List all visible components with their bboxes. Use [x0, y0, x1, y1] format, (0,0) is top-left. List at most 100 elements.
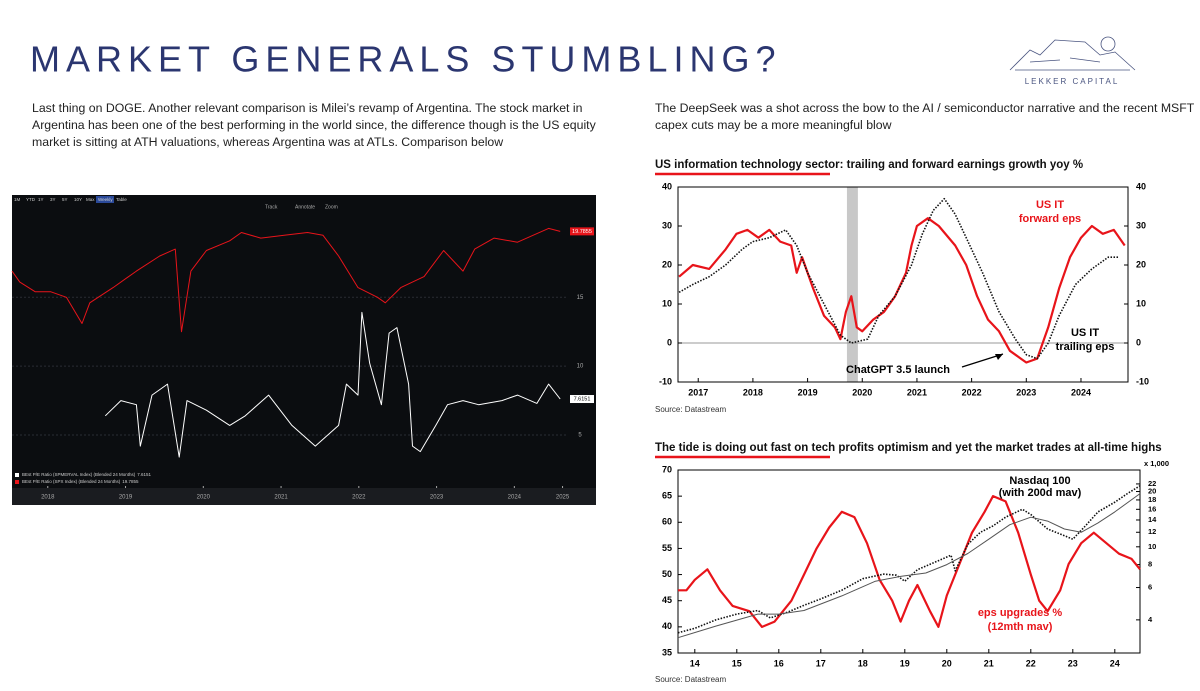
annotation: (with 200d mav) — [999, 487, 1082, 499]
toolbar-button: YTD — [26, 197, 36, 202]
series-line — [678, 217, 1126, 364]
toolbar-button: Weekly — [98, 197, 113, 202]
y-tick-label: 60 — [662, 517, 672, 527]
toolbar-button: Max — [86, 197, 95, 202]
plot-frame — [677, 186, 1129, 383]
y2-tick-label: 16 — [1148, 504, 1156, 513]
x-tick-label: 18 — [858, 658, 868, 668]
x-tick-label: 2025 — [556, 495, 570, 501]
logo-lines — [1015, 57, 1130, 71]
x-tick-label: 2024 — [1071, 387, 1091, 397]
chart-title: The tide is doing out fast on tech profi… — [655, 442, 1162, 454]
x-tick-label: 21 — [984, 658, 994, 668]
legend-swatch — [15, 480, 19, 484]
y-tick-label: 30 — [662, 220, 672, 230]
y-tick-label: 50 — [662, 569, 672, 579]
x-tick-label: 22 — [1026, 658, 1036, 668]
x-tick-label: 2022 — [962, 387, 982, 397]
legend-value: 7.6151 — [137, 472, 151, 477]
x-tick-label: 2024 — [508, 495, 522, 501]
plot-frame — [677, 469, 1141, 654]
legend-label: BEst P/E Ratio (SPX Index) (Blended 24 M… — [22, 479, 121, 484]
logo — [1009, 36, 1136, 71]
x-tick-label: 2023 — [430, 495, 444, 501]
y2-tick-label: 40 — [1136, 181, 1146, 191]
y-tick-label: 65 — [662, 491, 672, 501]
y-tick-label: 55 — [662, 543, 672, 553]
last-value-label: 19.7855 — [572, 229, 592, 235]
y2-tick-label: 30 — [1136, 220, 1146, 230]
toolbar-button: 3Y — [50, 197, 56, 202]
x-tick-label: 2021 — [274, 495, 288, 501]
y-tick-label: 40 — [662, 181, 672, 191]
annotation: ChatGPT 3.5 launch — [846, 364, 950, 376]
source: Source: Datastream — [655, 675, 726, 684]
x-tick-label: 17 — [816, 658, 826, 668]
x-tick-label: 2019 — [798, 387, 818, 397]
y-tick-label: 20 — [662, 259, 672, 269]
legend-swatch — [15, 473, 19, 477]
toolbar-tool: Track — [265, 204, 278, 210]
annotation: US IT — [1036, 199, 1064, 211]
terminal-x-band — [12, 488, 596, 505]
y2-tick-label: -10 — [1136, 376, 1149, 386]
annotation: trailing eps — [1056, 341, 1115, 353]
y2-unit: x 1,000 — [1144, 459, 1169, 468]
shaded-band — [846, 187, 858, 382]
y-tick-label: 40 — [662, 621, 672, 631]
y2-tick-label: 10 — [1148, 542, 1156, 551]
last-value-label: 7.6151 — [574, 396, 591, 402]
toolbar-button: 10Y — [74, 197, 82, 202]
arrow-head — [995, 354, 1003, 360]
toolbar-tool: Annotate — [295, 204, 315, 210]
last-value-box — [570, 395, 594, 404]
annotation: US IT — [1071, 327, 1099, 339]
y2-tick-label: 20 — [1136, 259, 1146, 269]
toolbar-active — [96, 196, 114, 203]
x-tick-label: 2020 — [197, 495, 211, 501]
series-line — [677, 485, 1141, 634]
y2-tick-label: 4 — [1148, 615, 1153, 624]
y2-tick-label: 12 — [1148, 527, 1156, 536]
toolbar-button: Table — [116, 197, 127, 202]
annotation: forward eps — [1019, 213, 1081, 225]
y2-tick-label: 22 — [1148, 479, 1156, 488]
y-tick-label: 5 — [578, 433, 582, 439]
annotation: eps upgrades % — [978, 607, 1063, 619]
x-tick-label: 2018 — [41, 495, 55, 501]
logo-mountain — [1009, 39, 1136, 71]
y2-tick-label: 10 — [1136, 298, 1146, 308]
slide-title: MARKET GENERALS STUMBLING? — [30, 39, 781, 80]
series-line — [677, 493, 1141, 639]
y2-tick-label: 14 — [1148, 515, 1157, 524]
x-tick-label: 24 — [1110, 658, 1120, 668]
y-tick-label: 70 — [662, 464, 672, 474]
source: Source: Datastream — [655, 405, 726, 414]
toolbar-button: 1M — [14, 197, 21, 202]
x-tick-label: 2019 — [119, 495, 133, 501]
y-tick-label: 15 — [577, 295, 584, 301]
x-tick-label: 23 — [1068, 658, 1078, 668]
y-tick-label: 35 — [662, 647, 672, 657]
x-tick-label: 2020 — [852, 387, 872, 397]
toolbar-button: 5Y — [62, 197, 68, 202]
y2-tick-label: 6 — [1148, 583, 1152, 592]
y-tick-label: -10 — [659, 376, 672, 386]
y2-tick-label: 20 — [1148, 487, 1156, 496]
x-tick-label: 2022 — [352, 495, 366, 501]
toolbar-tool: Zoom — [325, 204, 338, 210]
y-tick-label: 0 — [667, 337, 672, 347]
terminal-chart-bg — [12, 195, 596, 505]
legend-value: 19.7855 — [122, 479, 139, 484]
annotation: (12mth mav) — [988, 621, 1053, 633]
toolbar-button: 1Y — [38, 197, 44, 202]
x-tick-label: 20 — [942, 658, 952, 668]
x-tick-label: 19 — [900, 658, 910, 668]
x-tick-label: 2018 — [743, 387, 763, 397]
x-tick-label: 2017 — [688, 387, 708, 397]
right-text: The DeepSeek was a shot across the bow t… — [655, 101, 1195, 132]
y-tick-label: 10 — [577, 364, 584, 370]
series-line — [678, 197, 1120, 360]
